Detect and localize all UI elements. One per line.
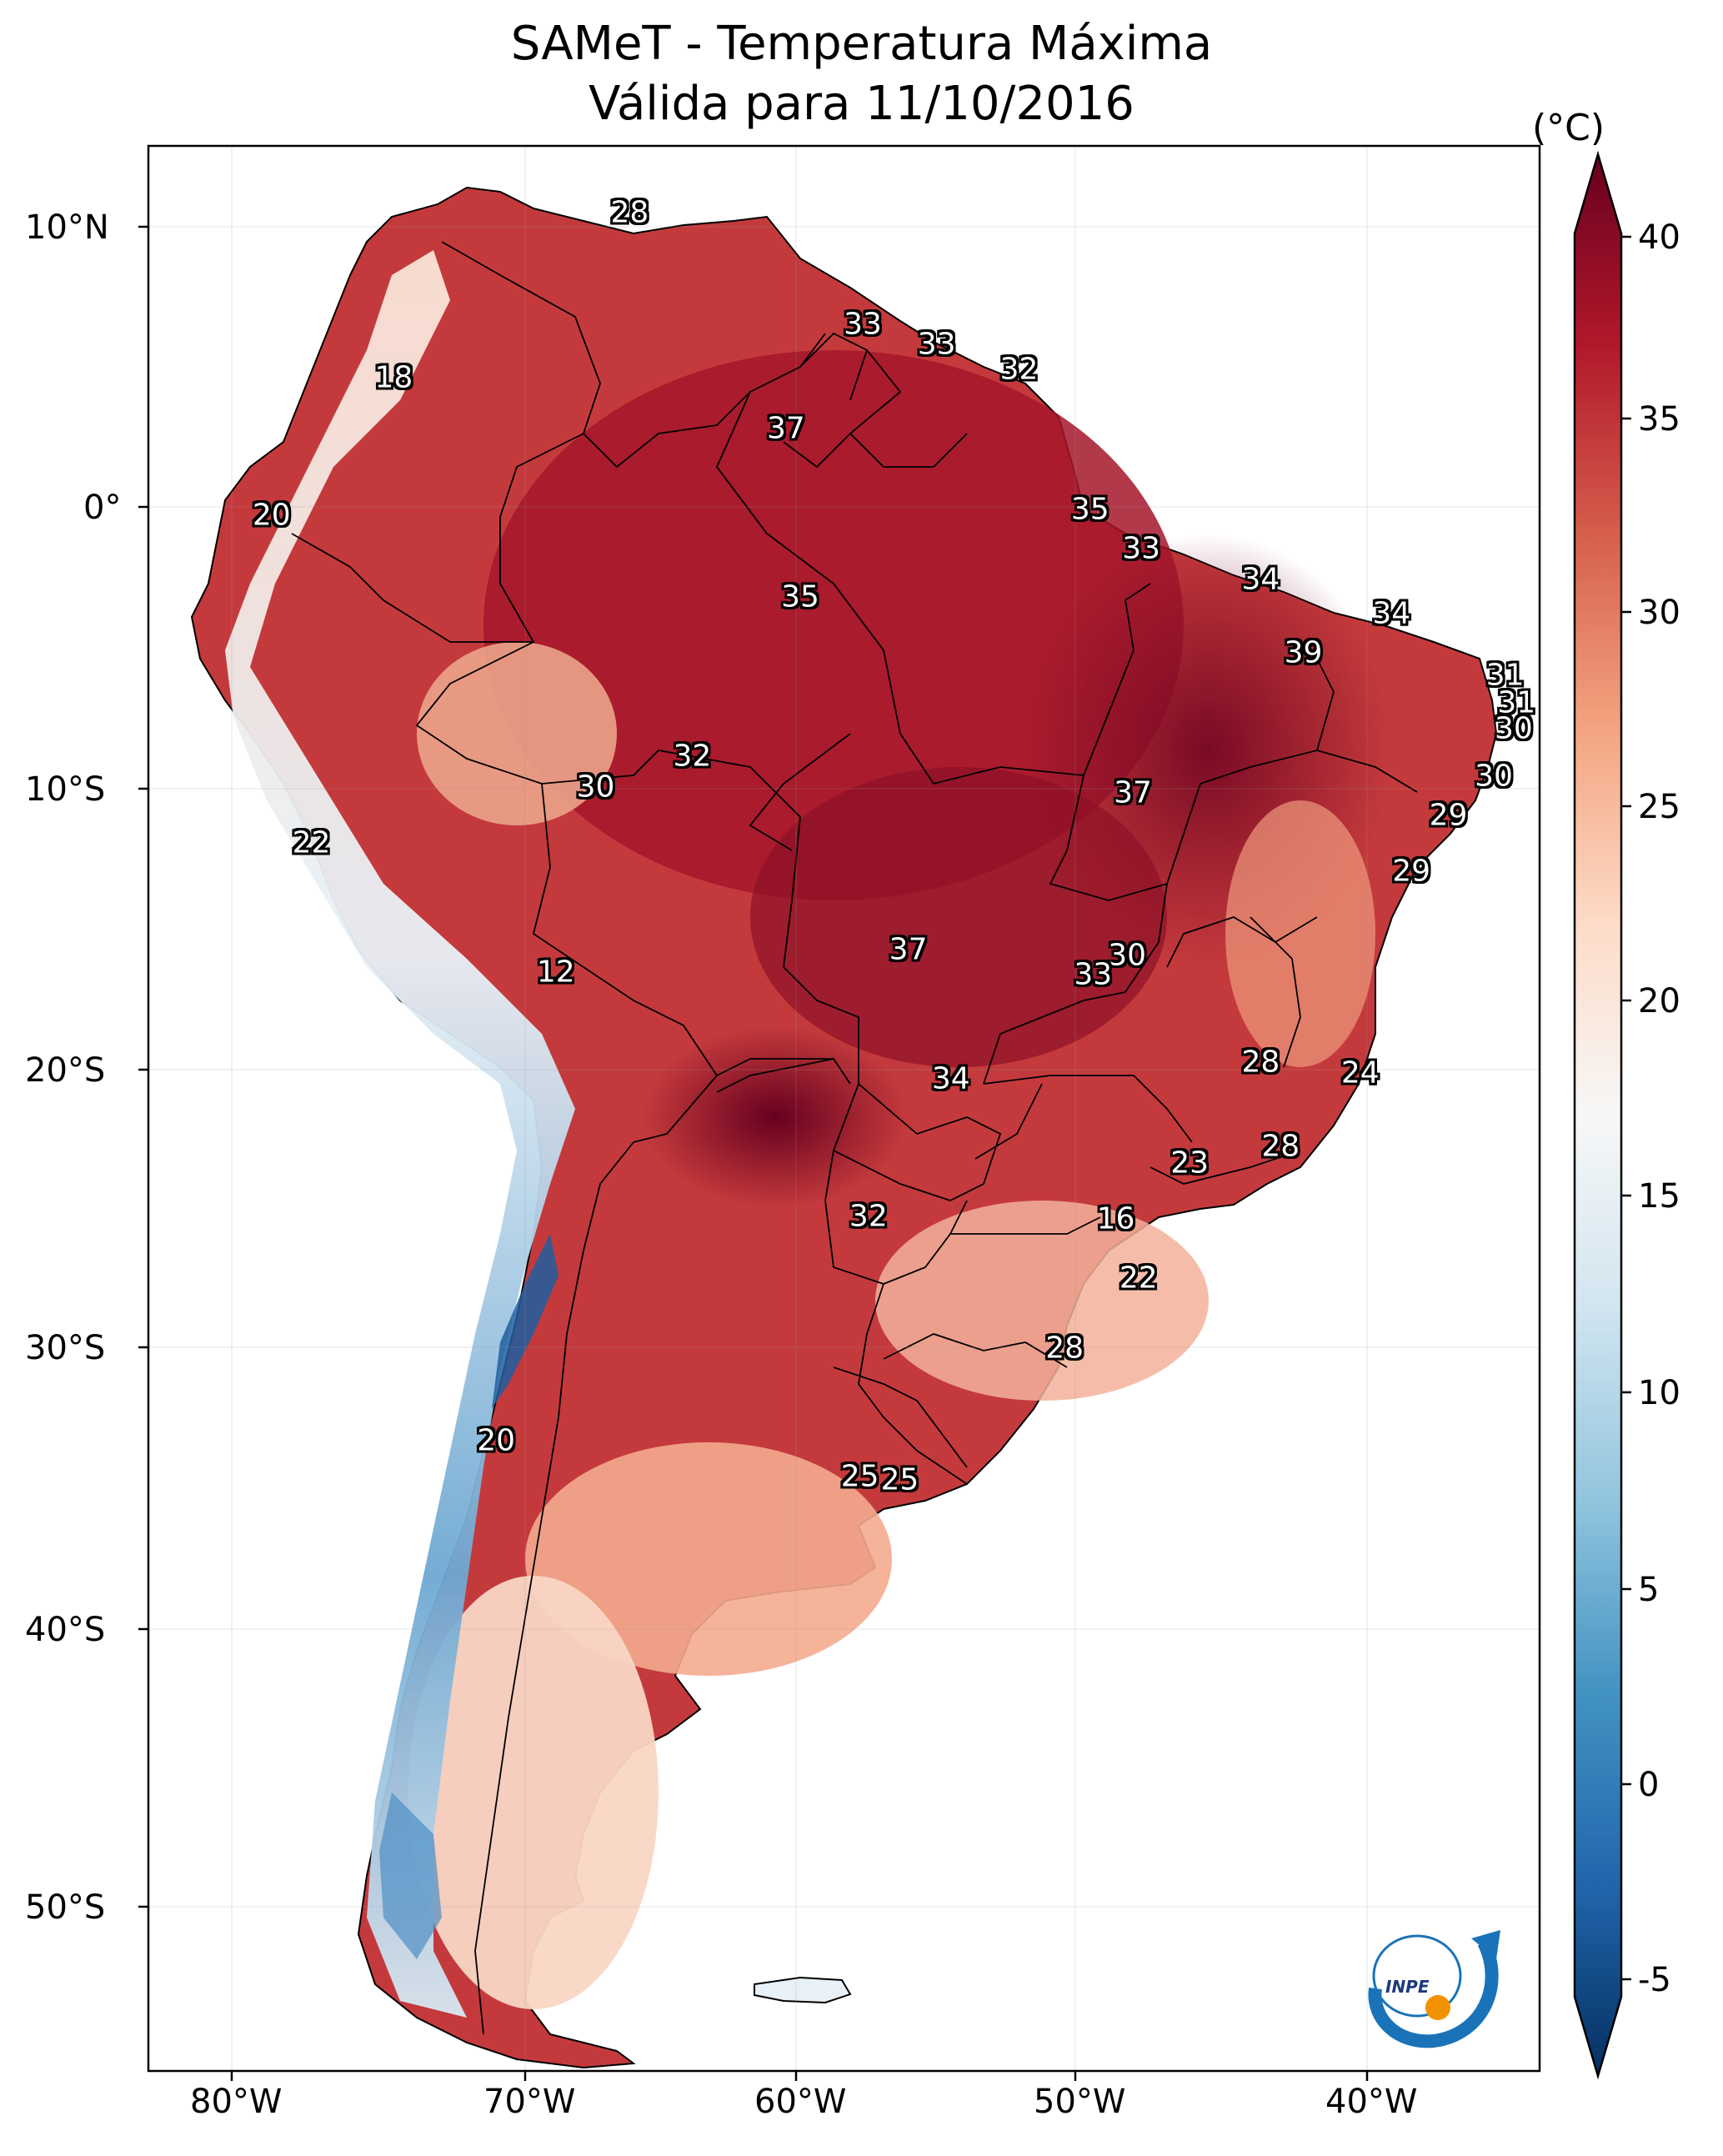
title-line-2: Válida para 11/10/2016 xyxy=(589,77,1134,131)
temperature-label: 35 xyxy=(1070,492,1109,527)
title-line-1: SAMeT - Temperatura Máxima xyxy=(510,17,1213,71)
lat-label-10s: 10°S xyxy=(25,770,106,809)
temperature-label: 34 xyxy=(1372,596,1411,631)
temperature-label: 28 xyxy=(1241,1045,1280,1080)
temperature-label: 33 xyxy=(1074,957,1113,992)
temperature-label: 32 xyxy=(999,352,1039,387)
temperature-label: 33 xyxy=(1122,531,1161,566)
temperature-label: 37 xyxy=(1114,775,1152,810)
andes-cold-core xyxy=(492,1234,558,1409)
colorbar-label-40: 40 xyxy=(1638,218,1680,257)
lon-label-70w: 70°W xyxy=(483,2083,576,2121)
temperature-label: 28 xyxy=(610,195,649,230)
colorbar-label-30: 30 xyxy=(1638,594,1680,632)
temperature-label: 18 xyxy=(374,360,413,395)
temperature-label: 30 xyxy=(1475,759,1513,794)
temperature-label: 24 xyxy=(1340,1055,1380,1091)
colorbar-label-35: 35 xyxy=(1638,400,1680,439)
temperature-label: 28 xyxy=(1261,1129,1300,1164)
hot-zone-center xyxy=(750,767,1167,1067)
falkland-islands xyxy=(754,1976,852,2004)
lat-label-40s: 40°S xyxy=(25,1611,106,1649)
lon-label-50w: 50°W xyxy=(1034,2083,1126,2121)
graticule xyxy=(148,146,1540,2071)
temperature-label: 25 xyxy=(840,1459,879,1494)
warm-zone-peru xyxy=(417,642,617,825)
temperature-label: 30 xyxy=(1495,711,1533,746)
temperature-label: 32 xyxy=(849,1199,888,1234)
lon-label-60w: 60°W xyxy=(754,2083,847,2121)
temperature-label: 39 xyxy=(1284,635,1323,670)
colorbar-label-10: 10 xyxy=(1638,1374,1680,1412)
colorbar-label-5: 5 xyxy=(1638,1571,1660,1609)
temperature-label: 29 xyxy=(1392,854,1431,889)
temperature-label: 28 xyxy=(1045,1331,1084,1366)
temperature-label: 20 xyxy=(252,498,291,533)
patagonia-cold-core xyxy=(379,1792,442,1959)
colorbar-ticks xyxy=(1621,235,1631,1981)
colorbar xyxy=(1573,150,1631,2080)
temperature-label: 34 xyxy=(931,1061,970,1096)
hot-zone-amazon xyxy=(483,350,1184,900)
colorbar-label-25: 25 xyxy=(1638,788,1680,826)
lat-label-20s: 20°S xyxy=(25,1051,106,1090)
lon-label-40w: 40°W xyxy=(1325,2083,1418,2121)
axis-ticks xyxy=(138,225,1369,2081)
lat-label-50s: 50°S xyxy=(25,1888,106,1927)
temperature-label: 30 xyxy=(576,770,615,805)
temperature-label: 35 xyxy=(781,579,819,614)
temperature-label: 37 xyxy=(889,932,928,967)
temperature-label: 31 xyxy=(1497,685,1536,720)
logo-sun xyxy=(1425,1995,1450,2020)
temperature-label: 34 xyxy=(1241,562,1280,597)
temperature-label: 22 xyxy=(292,825,331,860)
colorbar-unit: (°C) xyxy=(1532,107,1605,149)
temperature-label: 29 xyxy=(1429,798,1468,833)
temperature-label: 16 xyxy=(1096,1201,1135,1236)
temperature-label: 32 xyxy=(673,739,712,774)
logo-text: INPE xyxy=(1385,1977,1430,1997)
colorbar-label-20: 20 xyxy=(1638,982,1680,1020)
map-frame xyxy=(147,144,1541,2073)
lon-label-80w: 80°W xyxy=(190,2083,283,2121)
warm-zone-patagonia xyxy=(408,1576,659,2009)
logo-orbit xyxy=(1372,1934,1462,2018)
logo-swoosh xyxy=(1368,1939,1499,2048)
temperature-label: 33 xyxy=(917,327,956,362)
warm-zone-pampas xyxy=(525,1442,892,1676)
country-borders xyxy=(291,241,1418,2035)
temperature-label: 37 xyxy=(767,411,805,446)
colorbar-label-0: 0 xyxy=(1638,1766,1660,1804)
inpe-logo: INPE xyxy=(1368,1930,1500,2048)
colorbar-body xyxy=(1573,150,1623,2080)
warm-zone-east xyxy=(1225,800,1375,1067)
lat-label-10n: 10°N xyxy=(25,208,109,247)
colorbar-label-minus5: -5 xyxy=(1638,1961,1671,1999)
lat-label-30s: 30°S xyxy=(25,1329,106,1367)
temperature-label: 33 xyxy=(844,307,882,342)
temperature-label: 25 xyxy=(880,1462,919,1497)
temperature-label: 22 xyxy=(1119,1261,1158,1296)
temperature-label: 23 xyxy=(1170,1146,1210,1181)
temperature-label: 12 xyxy=(536,955,575,990)
warm-zone-south xyxy=(875,1201,1209,1401)
temperature-label: 31 xyxy=(1485,658,1525,693)
temperature-label: 30 xyxy=(1108,938,1147,973)
lat-label-0: 0° xyxy=(83,489,122,527)
logo-arrow xyxy=(1471,1930,1500,1959)
temperature-label: 20 xyxy=(477,1423,516,1458)
colorbar-label-15: 15 xyxy=(1638,1177,1680,1216)
